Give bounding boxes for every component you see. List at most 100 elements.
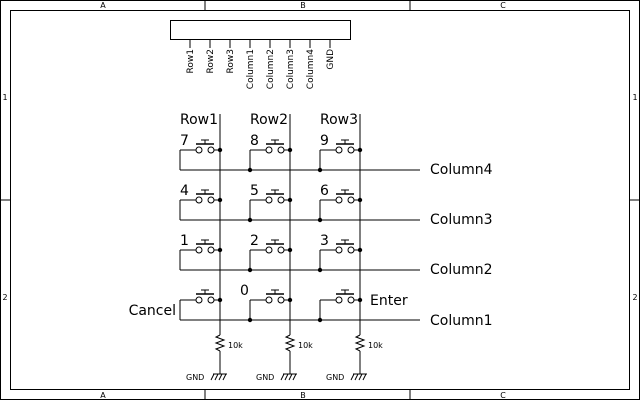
key-label-enter: Enter <box>370 293 408 309</box>
junction-dot <box>357 247 363 253</box>
junction-dot <box>287 147 293 153</box>
switch-contact <box>207 246 215 254</box>
connector-pin-label: Row2 <box>206 49 216 73</box>
switch-contact <box>195 196 203 204</box>
key-switch <box>249 289 290 320</box>
connector-pin-label: Row3 <box>226 49 236 73</box>
junction-dot <box>287 197 293 203</box>
row2-label: Row2 <box>250 112 288 128</box>
column3-label: Column3 <box>430 212 493 228</box>
resistor-3 <box>350 334 367 381</box>
switch-contact <box>207 146 215 154</box>
switch-contact <box>195 246 203 254</box>
key-label-5: 5 <box>250 183 259 199</box>
connector-pin-label: GND <box>326 49 336 70</box>
switch-contact <box>207 196 215 204</box>
switch-contact <box>277 246 285 254</box>
ground-hatch <box>284 373 289 381</box>
switch-contact <box>195 296 203 304</box>
zone-label-top-b: B <box>300 1 306 10</box>
junction-dot <box>317 167 323 173</box>
connector-pin-label: Column4 <box>306 49 316 89</box>
junction-dot <box>247 167 253 173</box>
header-connector <box>170 20 351 40</box>
ground-hatch <box>350 373 355 381</box>
switch-contact <box>347 296 355 304</box>
key-label-2: 2 <box>250 233 259 249</box>
zone-label-bottom-b: B <box>300 391 306 400</box>
resistor-value-row2: 10k <box>298 341 313 350</box>
junction-dot <box>247 317 253 323</box>
inner-border <box>10 10 630 390</box>
switch-contact <box>195 146 203 154</box>
resistor-value-row3: 10k <box>368 341 383 350</box>
connector-pins: Row1 Row2 Row3 Column1 Column2 Column3 Column4… <box>186 40 336 89</box>
junction-dot <box>217 147 223 153</box>
switch-contact <box>277 296 285 304</box>
ground-hatch <box>292 373 297 381</box>
key-switch <box>319 289 360 320</box>
switch-contact <box>347 246 355 254</box>
junction-dot <box>287 247 293 253</box>
gnd-label-row1: GND <box>186 373 204 382</box>
resistor-zigzag <box>214 334 226 352</box>
column1-label: Column1 <box>430 313 493 329</box>
ground-hatch <box>354 373 359 381</box>
switch-contact <box>335 146 343 154</box>
column2-label: Column2 <box>430 262 493 278</box>
key-label-3: 3 <box>320 233 329 249</box>
key-switch <box>179 289 220 320</box>
switch-contact <box>265 296 273 304</box>
junction-dot <box>247 217 253 223</box>
zone-label-bottom-a: A <box>100 391 106 400</box>
key-label-cancel: Cancel <box>129 303 176 319</box>
connector-pin-label: Column2 <box>266 49 276 89</box>
key-switch <box>179 189 220 220</box>
key-label-4: 4 <box>180 183 189 199</box>
ground-hatch <box>358 373 363 381</box>
junction-dot <box>317 317 323 323</box>
junction-dot <box>247 267 253 273</box>
junction-dot <box>217 297 223 303</box>
zone-label-top-a: A <box>100 1 106 10</box>
connector-pin-label: Column3 <box>286 49 296 89</box>
junction-dot <box>357 197 363 203</box>
resistor-1 <box>210 334 227 381</box>
connector-pin-label: Column1 <box>246 49 256 89</box>
resistor-2 <box>280 334 297 381</box>
zone-label-top-c: C <box>500 1 506 10</box>
switch-contact <box>265 246 273 254</box>
key-switch <box>179 139 220 170</box>
key-label-7: 7 <box>180 133 189 149</box>
key-switch <box>249 239 290 270</box>
key-label-6: 6 <box>320 183 329 199</box>
switch-contact <box>347 146 355 154</box>
column4-label: Column4 <box>430 162 493 178</box>
switch-contact <box>335 296 343 304</box>
resistor-value-row1: 10k <box>228 341 243 350</box>
gnd-label-row2: GND <box>256 373 274 382</box>
ground-hatch <box>288 373 293 381</box>
gnd-label-row3: GND <box>326 373 344 382</box>
switch-contact <box>335 246 343 254</box>
switch-contact <box>265 146 273 154</box>
key-label-1: 1 <box>180 233 189 249</box>
junction-dot <box>317 217 323 223</box>
junction-dot <box>217 247 223 253</box>
switch-contact <box>347 196 355 204</box>
key-switch <box>249 189 290 220</box>
row1-label: Row1 <box>180 112 218 128</box>
pull-down-resistors <box>210 334 367 381</box>
switch-contact <box>335 196 343 204</box>
zone-label-bottom-c: C <box>500 391 506 400</box>
junction-dot <box>287 297 293 303</box>
key-label-8: 8 <box>250 133 259 149</box>
junction-dot <box>357 147 363 153</box>
zone-label-left-2: 2 <box>2 293 7 302</box>
switch-contact <box>277 196 285 204</box>
key-switch <box>319 239 360 270</box>
key-label-9: 9 <box>320 133 329 149</box>
ground-hatch <box>222 373 227 381</box>
ground-hatch <box>218 373 223 381</box>
